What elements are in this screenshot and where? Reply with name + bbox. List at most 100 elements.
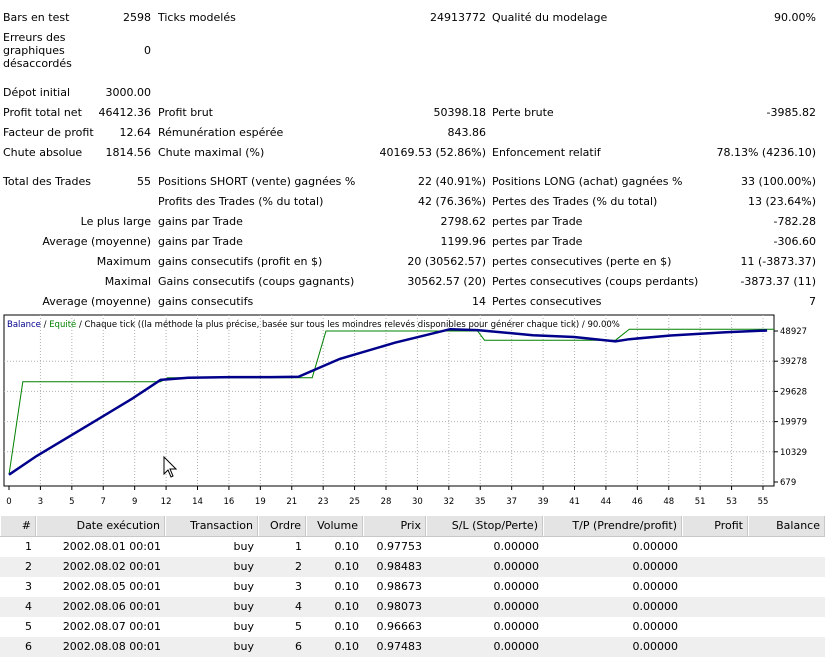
deposit-value: 3000.00 xyxy=(105,86,152,99)
quality-label: Qualité du modelage xyxy=(492,11,608,24)
table-row[interactable]: 2 2002.08.02 00:01 buy 2 0.10 0.98483 0.00000 0… xyxy=(0,557,825,577)
errors-label-line3: désaccordés xyxy=(3,57,72,70)
deposit-label: Dépot initial xyxy=(3,86,71,99)
maximal-consec-loss-value: -3873.37 (11) xyxy=(740,275,816,288)
cell-index: 6 xyxy=(25,640,32,653)
cell-date: 2002.08.05 00:01 xyxy=(62,580,161,593)
x-tick-label: 9 xyxy=(132,497,137,507)
max-drawdown-label: Chute maximal (%) xyxy=(158,146,265,159)
cell-sl: 0.00000 xyxy=(493,640,540,653)
x-tick-label: 32 xyxy=(443,497,454,507)
table-row[interactable]: 3 2002.08.05 00:01 buy 3 0.10 0.98673 0.00000 0… xyxy=(0,577,825,597)
col-header-transaction[interactable]: Transaction xyxy=(165,516,258,536)
x-tick-label: 30 xyxy=(412,497,423,507)
bars-value: 2598 xyxy=(123,11,151,24)
rel-drawdown-label: Enfoncement relatif xyxy=(492,146,601,159)
max-consec-loss-label: pertes consecutives (perte en $) xyxy=(492,255,672,268)
y-tick-label: 48927 xyxy=(780,327,807,337)
cell-volume: 0.10 xyxy=(334,640,360,653)
x-tick-label: 28 xyxy=(381,497,392,507)
cell-sl: 0.00000 xyxy=(493,560,540,573)
errors-label-line2: graphiques xyxy=(3,44,65,57)
cell-date: 2002.08.08 00:01 xyxy=(62,640,161,653)
col-header-profit[interactable]: Profit xyxy=(682,516,748,536)
cell-price: 0.97753 xyxy=(376,540,423,553)
profit-trades-label: Profits des Trades (% du total) xyxy=(158,195,324,208)
x-tick-label: 14 xyxy=(192,497,203,507)
net-profit-label: Profit total net xyxy=(3,106,82,119)
balance-line xyxy=(8,327,768,476)
table-row[interactable]: 1 2002.08.01 00:01 buy 1 0.10 0.97753 0.00000 0… xyxy=(0,537,825,557)
cell-transaction: buy xyxy=(233,580,254,593)
legend-balance: Balance xyxy=(7,320,41,330)
profit-factor-value: 12.64 xyxy=(119,126,152,139)
max-consec-loss-value: 11 (-3873.37) xyxy=(740,255,816,268)
x-tick-label: 35 xyxy=(475,497,486,507)
table-row[interactable]: 4 2002.08.06 00:01 buy 4 0.10 0.98073 0.00000 0… xyxy=(0,597,825,617)
loss-trades-value: 13 (23.64%) xyxy=(747,195,816,208)
average-gain-label: gains par Trade xyxy=(158,235,243,248)
average-gain-value: 1199.96 xyxy=(440,235,487,248)
total-trades-label: Total des Trades xyxy=(3,175,92,188)
rel-drawdown-value: 78.13% (4236.10) xyxy=(716,146,816,159)
gross-loss-label: Perte brute xyxy=(492,106,554,119)
expected-payoff-label: Rémunération espérée xyxy=(158,126,284,139)
y-tick-label: 29628 xyxy=(780,387,807,397)
abs-drawdown-value: 1814.56 xyxy=(105,146,152,159)
profit-factor-label: Facteur de profit xyxy=(3,126,94,139)
x-tick-label: 7 xyxy=(101,497,106,507)
x-tick-label: 37 xyxy=(506,497,517,507)
largest-gain-value: 2798.62 xyxy=(440,215,487,228)
x-tick-label: 41 xyxy=(569,497,580,507)
y-tick-label: 39278 xyxy=(780,357,807,367)
maximum-prefix: Maximum xyxy=(96,255,151,268)
x-tick-label: 0 xyxy=(6,497,11,507)
col-header-order[interactable]: Ordre xyxy=(258,516,306,536)
x-tick-label: 44 xyxy=(601,497,612,507)
short-won-value: 22 (40.91%) xyxy=(417,175,486,188)
loss-trades-label: Pertes des Trades (% du total) xyxy=(492,195,658,208)
short-won-label: Positions SHORT (vente) gagnées % xyxy=(158,175,356,188)
y-tick-label: 10329 xyxy=(780,448,807,458)
cell-price: 0.96663 xyxy=(376,620,423,633)
chart-y-axis: 48927 39278 29628 19979 10329 679 xyxy=(774,327,807,488)
table-row[interactable]: 6 2002.08.08 00:01 buy 6 0.10 0.97483 0.00000 0… xyxy=(0,637,825,657)
table-row[interactable]: 5 2002.08.07 00:01 buy 5 0.10 0.96663 0.00000 0… xyxy=(0,617,825,637)
quality-value: 90.00% xyxy=(774,11,816,24)
cell-date: 2002.08.02 00:01 xyxy=(62,560,161,573)
cell-volume: 0.10 xyxy=(334,540,360,553)
cell-tp: 0.00000 xyxy=(632,580,679,593)
cell-price: 0.98483 xyxy=(376,560,423,573)
gross-profit-value: 50398.18 xyxy=(433,106,487,119)
y-tick-label: 679 xyxy=(780,478,796,488)
errors-label-line1: Erreurs des xyxy=(3,31,66,44)
x-tick-label: 51 xyxy=(695,497,706,507)
mouse-cursor-icon xyxy=(163,455,178,478)
cell-date: 2002.08.06 00:01 xyxy=(62,600,161,613)
col-header-volume[interactable]: Volume xyxy=(306,516,363,536)
average-prefix: Average (moyenne) xyxy=(42,235,151,248)
cell-price: 0.97483 xyxy=(376,640,423,653)
cell-price: 0.98673 xyxy=(376,580,423,593)
cell-transaction: buy xyxy=(233,560,254,573)
cell-sl: 0.00000 xyxy=(493,600,540,613)
largest-loss-label: pertes par Trade xyxy=(492,215,583,228)
col-header-index[interactable]: # xyxy=(0,516,36,536)
long-won-value: 33 (100.00%) xyxy=(740,175,816,188)
avg-consec-loss-label: Pertes consecutives xyxy=(492,295,602,308)
cell-order: 1 xyxy=(295,540,302,553)
col-header-price[interactable]: Prix xyxy=(363,516,426,536)
col-header-tp[interactable]: T/P (Prendre/profit) xyxy=(543,516,682,536)
cell-order: 2 xyxy=(295,560,302,573)
cell-date: 2002.08.01 00:01 xyxy=(62,540,161,553)
col-header-sl[interactable]: S/L (Stop/Perte) xyxy=(426,516,543,536)
col-header-date[interactable]: Date exécution xyxy=(36,516,165,536)
bars-label: Bars en test xyxy=(3,11,70,24)
avg-consec-gain-label: gains consecutifs xyxy=(158,295,254,308)
chart-legend: Balance / Equité / Chaque tick ((la méth… xyxy=(7,319,620,330)
col-header-balance[interactable]: Balance xyxy=(748,516,825,536)
cell-volume: 0.10 xyxy=(334,620,360,633)
cell-date: 2002.08.07 00:01 xyxy=(62,620,161,633)
cell-transaction: buy xyxy=(233,540,254,553)
cell-transaction: buy xyxy=(233,600,254,613)
